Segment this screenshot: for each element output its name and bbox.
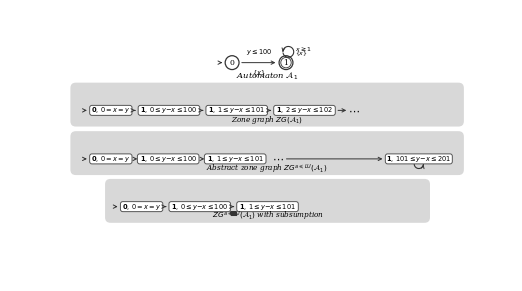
Text: $\mathbf{0},\, 0=x=y$: $\mathbf{0},\, 0=x=y$ [91, 105, 130, 115]
Text: Automaton $\mathcal{A}_1$: Automaton $\mathcal{A}_1$ [236, 71, 299, 82]
Text: $\mathbf{1},\, 1\leq y{-}x\leq 101$: $\mathbf{1},\, 1\leq y{-}x\leq 101$ [208, 105, 265, 115]
Circle shape [225, 56, 239, 70]
Text: $\mathbf{1},\, 1\leq y{-}x\leq 101$: $\mathbf{1},\, 1\leq y{-}x\leq 101$ [239, 202, 296, 212]
Text: $\mathbf{1},\, 0\leq y{-}x\leq 100$: $\mathbf{1},\, 0\leq y{-}x\leq 100$ [140, 105, 197, 115]
FancyBboxPatch shape [90, 105, 132, 116]
Text: $\mathbf{1},\, 2\leq y{-}x\leq 102$: $\mathbf{1},\, 2\leq y{-}x\leq 102$ [276, 105, 333, 115]
FancyBboxPatch shape [70, 83, 464, 127]
Text: $\mathbf{0},\, 0=x=y$: $\mathbf{0},\, 0=x=y$ [122, 202, 161, 212]
Text: $ZG^{a\preccurlyeq LU}(\mathcal{A}_1)$ with subsumption: $ZG^{a\preccurlyeq LU}(\mathcal{A}_1)$ w… [211, 210, 324, 223]
Text: $y \leq 100$: $y \leq 100$ [246, 47, 272, 57]
FancyBboxPatch shape [137, 154, 199, 164]
FancyBboxPatch shape [385, 154, 453, 164]
Text: $\mathbf{1},\, 0\leq y{-}x\leq 100$: $\mathbf{1},\, 0\leq y{-}x\leq 100$ [171, 202, 228, 212]
FancyBboxPatch shape [138, 105, 200, 116]
FancyBboxPatch shape [105, 179, 430, 223]
Text: $\cdots$: $\cdots$ [348, 105, 360, 115]
Text: $\mathbf{0},\, 0=x=y$: $\mathbf{0},\, 0=x=y$ [91, 154, 130, 164]
Text: Abstract zone graph $ZG^{a\preccurlyeq LU}(\mathcal{A}_1)$: Abstract zone graph $ZG^{a\preccurlyeq L… [206, 162, 328, 175]
FancyBboxPatch shape [121, 202, 163, 212]
FancyBboxPatch shape [236, 202, 299, 212]
Text: $\{x\}$: $\{x\}$ [252, 68, 266, 79]
Text: $\mathbf{1},\, 101\leq y{-}x\leq 201$: $\mathbf{1},\, 101\leq y{-}x\leq 201$ [386, 154, 452, 164]
Text: 0: 0 [230, 59, 234, 67]
Circle shape [281, 57, 291, 68]
Text: 1: 1 [283, 59, 289, 67]
Text: $\{x\}$: $\{x\}$ [295, 49, 308, 58]
Text: $x \geq 1$: $x \geq 1$ [295, 45, 312, 53]
FancyBboxPatch shape [205, 154, 266, 164]
Text: $\cdots$: $\cdots$ [271, 154, 283, 164]
Circle shape [279, 56, 293, 70]
Text: $\mathbf{1},\, 1\leq y{-}x\leq 101$: $\mathbf{1},\, 1\leq y{-}x\leq 101$ [207, 154, 264, 164]
Text: Zone graph $ZG(\mathcal{A}_1)$: Zone graph $ZG(\mathcal{A}_1)$ [231, 114, 303, 126]
FancyBboxPatch shape [206, 105, 267, 116]
FancyBboxPatch shape [169, 202, 231, 212]
FancyBboxPatch shape [90, 154, 132, 164]
FancyBboxPatch shape [70, 131, 464, 175]
Text: $\mathbf{1},\, 0\leq y{-}x\leq 100$: $\mathbf{1},\, 0\leq y{-}x\leq 100$ [139, 154, 197, 164]
FancyBboxPatch shape [274, 105, 335, 116]
